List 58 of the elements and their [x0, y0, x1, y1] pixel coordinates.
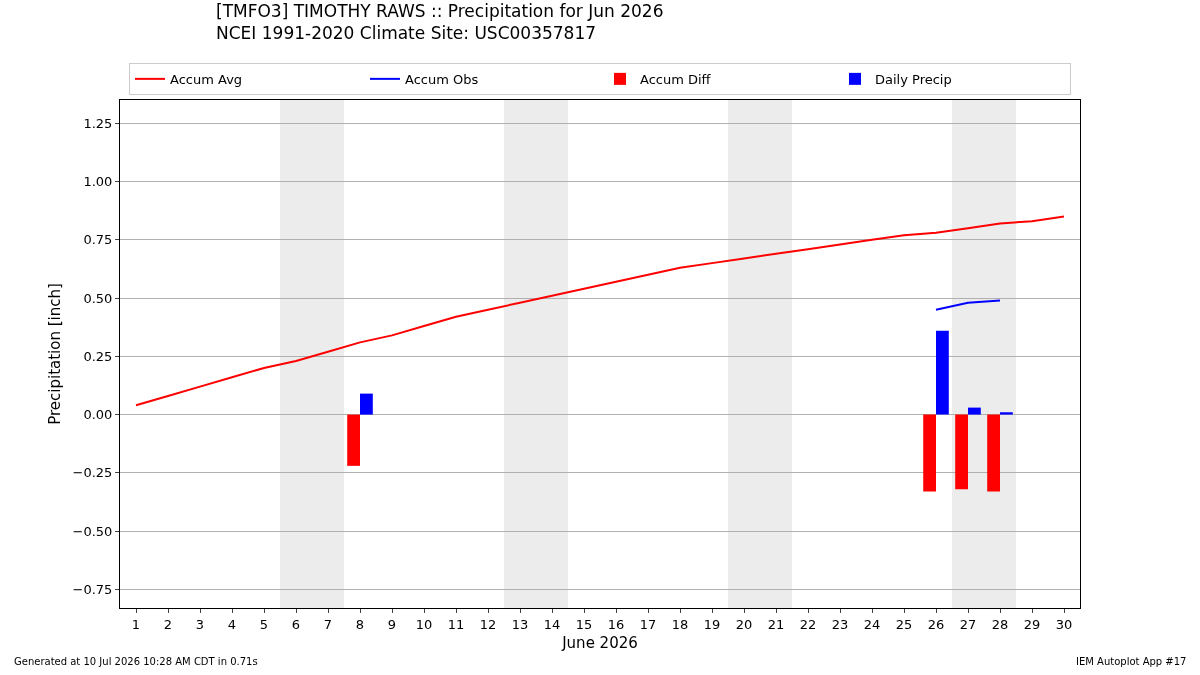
x-tick-label: 1 — [131, 616, 141, 632]
legend-label: Accum Diff — [640, 71, 712, 87]
x-tick-label: 8 — [355, 616, 365, 632]
x-tick-label: 4 — [227, 616, 237, 632]
x-tick-label: 11 — [447, 616, 465, 632]
y-tick-label: 1.00 — [83, 174, 113, 190]
x-tick-label: 6 — [291, 616, 301, 632]
text: IEM Autoplot App #17 — [1076, 656, 1187, 667]
x-tick-label: 20 — [735, 616, 753, 632]
x-tick-label: 25 — [895, 616, 913, 632]
bar — [1000, 412, 1013, 415]
x-tick-label: 9 — [387, 616, 397, 632]
x-tick-label: 28 — [991, 616, 1009, 632]
x-tick-label: 15 — [575, 616, 593, 632]
x-tick-label: 18 — [671, 616, 689, 632]
x-tick-label: 30 — [1055, 616, 1073, 632]
x-tick-label: 24 — [863, 616, 881, 632]
y-tick-label: −0.50 — [72, 523, 113, 539]
x-axis-title: June 2026 — [561, 633, 638, 652]
y-tick-label: 0.25 — [83, 348, 113, 364]
legend-label: Accum Obs — [405, 71, 479, 87]
text: Generated at 10 Jul 2026 10:28 AM CDT in 0.71s — [14, 656, 258, 667]
bar — [360, 393, 373, 415]
x-tick-label: 27 — [959, 616, 977, 632]
y-tick-label: 0.00 — [83, 407, 113, 423]
y-tick-label: 1.25 — [83, 115, 113, 131]
x-tick-label: 5 — [259, 616, 269, 632]
x-tick-label: 29 — [1023, 616, 1041, 632]
bar — [955, 414, 968, 490]
chart-subtitle: NCEI 1991-2020 Climate Site: USC00357817 — [216, 22, 597, 43]
bar — [987, 414, 1000, 492]
x-tick-label: 2 — [163, 616, 173, 632]
x-tick-label: 16 — [607, 616, 625, 632]
x-tick-label: 17 — [639, 616, 657, 632]
legend-label: Accum Avg — [170, 71, 243, 87]
x-tick-label: 3 — [195, 616, 205, 632]
x-tick-label: 21 — [767, 616, 785, 632]
y-tick-label: 0.50 — [83, 290, 113, 306]
line-series — [135, 215, 1065, 407]
bar — [923, 414, 936, 492]
bar — [347, 414, 360, 466]
x-tick-label: 7 — [323, 616, 333, 632]
x-tick-label: 14 — [543, 616, 561, 632]
y-tick-label: −0.25 — [72, 465, 113, 481]
y-tick-label: −0.75 — [72, 581, 113, 597]
x-tick-label: 26 — [927, 616, 945, 632]
x-tick-label: 13 — [511, 616, 529, 632]
x-tick-label: 23 — [831, 616, 849, 632]
x-tick-label: 10 — [415, 616, 433, 632]
x-tick-label: 12 — [479, 616, 497, 632]
x-tick-label: 19 — [703, 616, 721, 632]
y-tick-label: 0.75 — [83, 232, 113, 248]
x-tick-label: 22 — [799, 616, 817, 632]
chart-title: [TMFO3] TIMOTHY RAWS :: Precipitation for Jun 2026 — [216, 0, 664, 21]
bar — [936, 330, 949, 415]
bar — [968, 407, 981, 415]
y-axis-title: Precipitation [inch] — [45, 283, 64, 425]
legend-label: Daily Precip — [875, 71, 952, 87]
